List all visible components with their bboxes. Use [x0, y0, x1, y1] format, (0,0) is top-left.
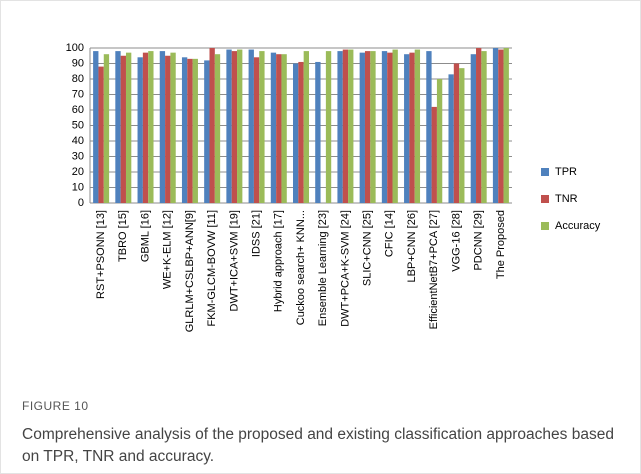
bar	[137, 57, 143, 203]
legend-swatch	[541, 195, 549, 203]
y-tick-label: 60	[72, 104, 84, 116]
bar	[93, 51, 99, 203]
bar	[414, 49, 421, 203]
caption: Comprehensive analysis of the proposed a…	[22, 426, 614, 465]
y-tick-label: 90	[72, 57, 84, 69]
bar	[348, 49, 354, 203]
bar	[259, 51, 265, 203]
bar	[470, 54, 477, 204]
bar	[293, 63, 299, 203]
x-tick-label: CFIC [14]	[384, 210, 396, 257]
x-tick-label: FKM-GLCM-BOVW [11]	[206, 210, 218, 327]
x-tick-label: Ensemble Learning [23]	[317, 210, 329, 326]
bar	[115, 51, 121, 203]
figure-label: FIGURE 10	[22, 399, 89, 413]
y-tick-label: 20	[72, 166, 84, 178]
legend-swatch	[541, 168, 549, 176]
x-tick-label: GBML [16]	[139, 210, 151, 262]
y-tick-label: 100	[66, 42, 84, 54]
bar	[370, 51, 376, 203]
bar	[492, 48, 499, 203]
bar	[187, 58, 193, 203]
bar	[498, 49, 504, 203]
bar	[431, 106, 437, 203]
bar	[459, 68, 465, 204]
x-tick-label: SLIC+CNN [25]	[362, 210, 374, 286]
y-tick-label: 70	[72, 88, 84, 100]
bar	[148, 51, 154, 203]
bar	[409, 52, 415, 204]
x-tick-label: EfficientNetB7+PCA [27]	[428, 210, 440, 329]
bar	[204, 60, 210, 204]
y-tick-label: 10	[72, 181, 84, 193]
x-tick-label: IDSS [21]	[250, 210, 262, 257]
bar	[103, 54, 110, 204]
bar	[98, 66, 104, 203]
bar	[325, 51, 332, 203]
x-tick-label: GLRLM+CSLBP+ANN[9]	[184, 210, 196, 332]
bar	[315, 61, 321, 204]
x-tick-label: Hybrid approach [17]	[273, 210, 285, 312]
bar	[125, 52, 132, 204]
y-tick-label: 50	[72, 119, 84, 131]
bar	[448, 74, 454, 203]
bar	[181, 57, 188, 203]
bar	[359, 52, 365, 204]
bar	[214, 54, 221, 204]
bar	[303, 51, 309, 203]
bar	[381, 51, 388, 203]
y-tick-label: 30	[72, 150, 84, 162]
bar	[253, 57, 260, 203]
bar	[453, 63, 460, 203]
bar	[248, 49, 254, 203]
x-tick-label: PDCNN [29]	[473, 210, 485, 271]
bar	[387, 52, 393, 204]
bar	[281, 54, 287, 204]
chart: 0 10 20 30 40 50 60 70 80 90 100 RST+PSONN [13] TBRO…	[66, 42, 601, 332]
x-tick-label: VGG-16 [28]	[450, 210, 462, 272]
bar	[426, 51, 432, 203]
bar	[142, 52, 149, 204]
bar	[298, 61, 304, 204]
bar	[165, 55, 171, 203]
bar	[270, 52, 277, 204]
bar	[231, 51, 238, 203]
bar	[476, 48, 482, 203]
bar	[503, 48, 509, 203]
bar	[481, 51, 487, 203]
bar	[392, 49, 398, 203]
bar	[364, 51, 371, 203]
bar	[237, 49, 243, 203]
bar	[276, 54, 282, 204]
x-tick-label: Cuckoo search+ KNN...	[295, 210, 307, 325]
bar	[436, 79, 443, 203]
legend-label: TNR	[555, 193, 578, 205]
bar	[342, 49, 349, 203]
x-tick-label: The Proposed	[495, 210, 507, 279]
x-tick-label: DWT+PCA+K-SVM [24]	[339, 210, 351, 327]
bar	[209, 48, 215, 203]
bar	[404, 54, 410, 204]
x-tick-label: WE+K-ELM [12]	[162, 210, 174, 289]
bar	[159, 51, 166, 203]
y-tick-label: 80	[72, 73, 84, 85]
bar	[226, 49, 232, 203]
y-tick-label: 40	[72, 135, 84, 147]
x-tick-label: LBP+CNN [26]	[406, 210, 418, 282]
legend-label: TPR	[555, 166, 577, 178]
bar	[120, 55, 126, 203]
legend-label: Accuracy	[555, 220, 601, 232]
bar	[337, 51, 343, 203]
bar	[170, 52, 176, 204]
x-tick-label: TBRO [15]	[117, 210, 129, 262]
x-tick-label: RST+PSONN [13]	[95, 210, 107, 299]
legend-swatch	[541, 222, 549, 230]
x-tick-label: DWT+ICA+SVM [19]	[228, 210, 240, 311]
bar	[192, 58, 198, 203]
y-tick-label: 0	[78, 197, 84, 209]
